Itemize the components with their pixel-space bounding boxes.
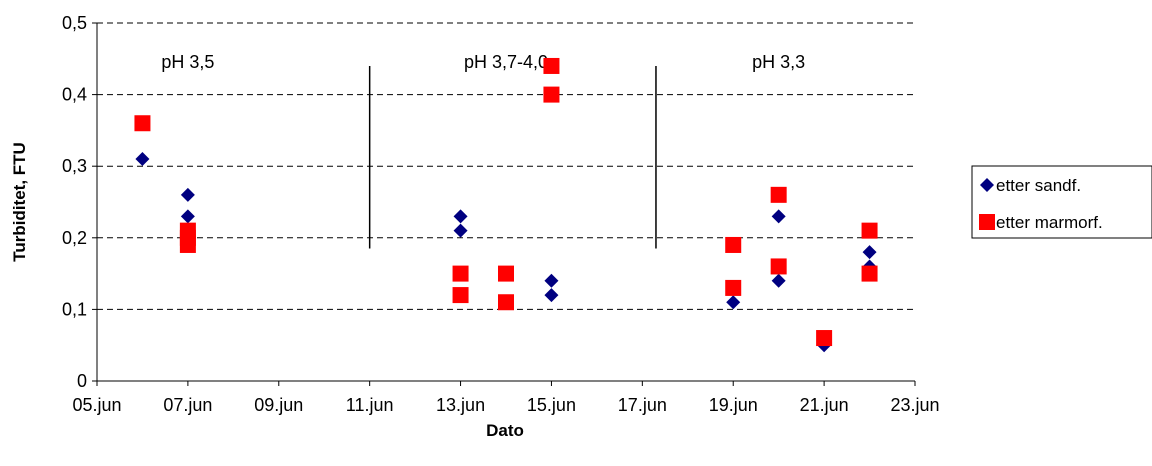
legend-marker-sandf bbox=[980, 178, 994, 192]
point-sandf bbox=[544, 273, 559, 288]
period-dividers bbox=[368, 65, 657, 249]
x-tick-label: 23.jun bbox=[890, 395, 939, 415]
period-label: pH 3,3 bbox=[752, 52, 805, 72]
point-sandf bbox=[544, 288, 559, 303]
point-marmorf bbox=[452, 287, 469, 304]
y-tick-label: 0,3 bbox=[62, 156, 87, 176]
y-tick-label: 0,4 bbox=[62, 85, 87, 105]
legend-marker-marmorf bbox=[979, 214, 995, 230]
point-marmorf bbox=[770, 258, 787, 275]
point-marmorf bbox=[498, 265, 514, 282]
x-tick-label: 11.jun bbox=[346, 395, 394, 415]
point-sandf bbox=[862, 245, 877, 260]
point-sandf bbox=[726, 295, 741, 310]
point-sandf bbox=[180, 209, 195, 224]
x-tick-label: 21.jun bbox=[800, 395, 849, 415]
x-tick-label: 17.jun bbox=[618, 395, 667, 415]
point-marmorf bbox=[543, 86, 560, 103]
x-tick-label: 05.jun bbox=[72, 395, 121, 415]
point-marmorf bbox=[725, 279, 742, 296]
point-marmorf bbox=[452, 265, 469, 282]
y-axis-title: Turbiditet, FTU bbox=[10, 142, 29, 262]
x-tick-label: 09.jun bbox=[254, 395, 303, 415]
x-axis-title: Dato bbox=[486, 421, 524, 440]
point-sandf bbox=[453, 209, 468, 224]
point-marmorf bbox=[498, 294, 514, 311]
x-tick-label: 19.jun bbox=[709, 395, 758, 415]
point-marmorf bbox=[725, 236, 742, 253]
point-sandf bbox=[453, 223, 468, 238]
point-marmorf bbox=[861, 222, 878, 239]
y-tick-label: 0,2 bbox=[62, 228, 87, 248]
y-tick-labels: 0 0,1 0,2 0,3 0,4 0,5 bbox=[62, 13, 87, 391]
point-marmorf bbox=[543, 57, 560, 74]
point-sandf bbox=[771, 209, 786, 224]
point-marmorf bbox=[816, 330, 833, 347]
x-tick-label: 13.jun bbox=[436, 395, 485, 415]
y-tick-label: 0,5 bbox=[62, 13, 87, 33]
point-sandf bbox=[135, 152, 150, 167]
point-marmorf bbox=[179, 236, 196, 253]
period-annotations: pH 3,5 pH 3,7-4,0 pH 3,3 bbox=[161, 52, 805, 72]
data-points bbox=[134, 57, 878, 353]
legend-box bbox=[971, 165, 1152, 239]
point-sandf bbox=[771, 273, 786, 288]
x-tick-labels: 05.jun 07.jun 09.jun 11.jun 13.jun 15.jun 17.j… bbox=[72, 395, 939, 415]
legend-label-sandf: etter sandf. bbox=[996, 176, 1081, 195]
legend: etter sandf. etter marmorf. bbox=[971, 165, 1152, 239]
point-sandf bbox=[180, 187, 195, 202]
y-tick-label: 0 bbox=[77, 371, 87, 391]
gridlines bbox=[97, 22, 915, 310]
x-tick-label: 15.jun bbox=[527, 395, 576, 415]
legend-label-marmorf: etter marmorf. bbox=[996, 213, 1103, 232]
y-tick-label: 0,1 bbox=[62, 299, 87, 319]
period-label: pH 3,7-4,0 bbox=[464, 52, 548, 72]
point-marmorf bbox=[861, 265, 878, 282]
period-label: pH 3,5 bbox=[161, 52, 214, 72]
x-tick-label: 07.jun bbox=[163, 395, 212, 415]
axes bbox=[92, 22, 916, 386]
point-marmorf bbox=[134, 115, 151, 132]
point-marmorf bbox=[770, 186, 787, 203]
